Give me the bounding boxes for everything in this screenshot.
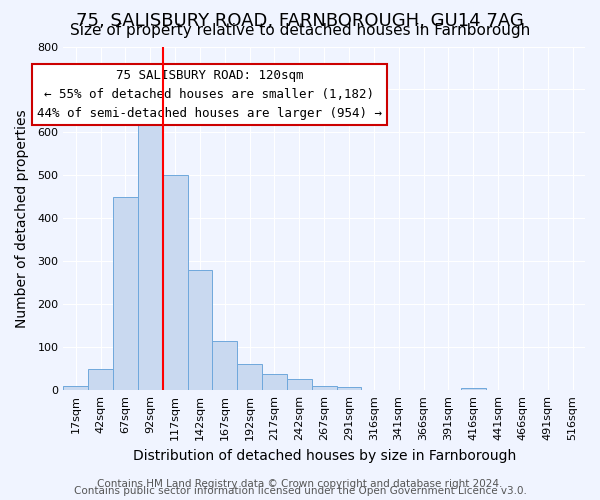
Text: Size of property relative to detached houses in Farnborough: Size of property relative to detached ho… xyxy=(70,22,530,38)
Bar xyxy=(188,270,212,390)
Bar xyxy=(113,197,138,390)
Bar xyxy=(138,122,163,390)
Bar xyxy=(461,388,485,390)
Text: Contains public sector information licensed under the Open Government Licence v3: Contains public sector information licen… xyxy=(74,486,526,496)
X-axis label: Distribution of detached houses by size in Farnborough: Distribution of detached houses by size … xyxy=(133,448,516,462)
Bar xyxy=(337,386,361,390)
Bar xyxy=(237,364,262,390)
Bar xyxy=(88,368,113,390)
Bar xyxy=(262,374,287,390)
Bar xyxy=(163,176,188,390)
Y-axis label: Number of detached properties: Number of detached properties xyxy=(15,109,29,328)
Text: 75, SALISBURY ROAD, FARNBOROUGH, GU14 7AG: 75, SALISBURY ROAD, FARNBOROUGH, GU14 7A… xyxy=(76,12,524,30)
Text: Contains HM Land Registry data © Crown copyright and database right 2024.: Contains HM Land Registry data © Crown c… xyxy=(97,479,503,489)
Bar xyxy=(287,380,312,390)
Bar xyxy=(212,341,237,390)
Bar xyxy=(312,386,337,390)
Bar xyxy=(64,386,88,390)
Text: 75 SALISBURY ROAD: 120sqm
← 55% of detached houses are smaller (1,182)
44% of se: 75 SALISBURY ROAD: 120sqm ← 55% of detac… xyxy=(37,69,382,120)
